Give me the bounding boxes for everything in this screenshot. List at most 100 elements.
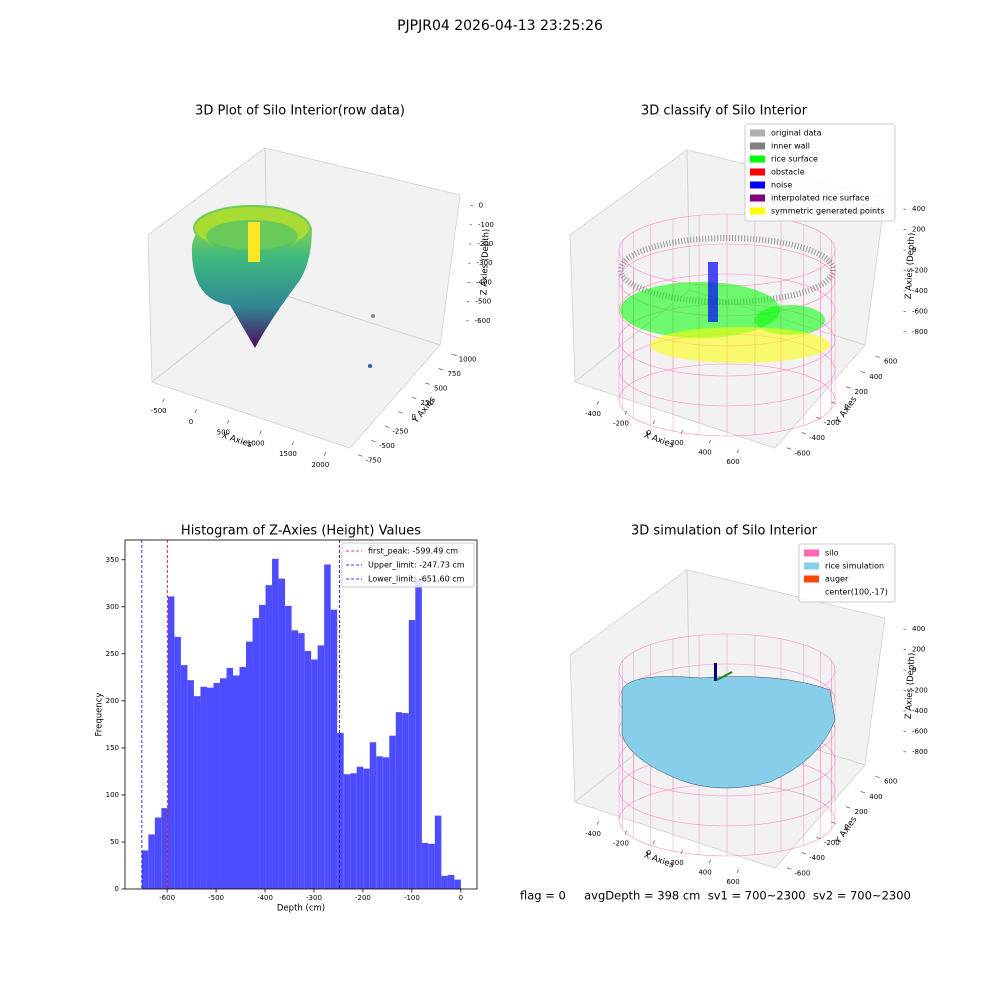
tick-mark: [259, 430, 262, 435]
tick-mark: [786, 867, 792, 870]
legend-label: center(100,-17): [825, 588, 888, 597]
bar: [317, 645, 325, 889]
tick-mark: [875, 355, 880, 358]
tick-mark: [736, 869, 739, 874]
bar: [441, 875, 448, 889]
bar: [148, 834, 155, 889]
rice-surface: [621, 676, 836, 789]
tick-label: 500: [434, 384, 447, 392]
tick-mark: [708, 439, 711, 444]
tick-label: -750: [365, 456, 381, 464]
bar: [415, 579, 422, 889]
bar: [252, 618, 260, 889]
legend-label: silo: [825, 549, 839, 558]
tick-label: 0: [479, 202, 483, 210]
bar: [265, 585, 273, 889]
outlier: [368, 364, 372, 368]
legend-swatch: [750, 181, 765, 189]
tick-mark: [680, 850, 683, 854]
tick-label: 0: [912, 666, 916, 674]
tick-label: 200: [670, 439, 683, 447]
tick-label: 600: [884, 358, 897, 366]
tick-mark: [323, 452, 327, 456]
bar: [363, 768, 370, 889]
outlier: [371, 314, 375, 318]
tick-label: 1000: [459, 356, 477, 364]
y-tick-label: 150: [106, 744, 119, 752]
tick-mark: [227, 419, 230, 424]
tick-mark: [452, 353, 457, 357]
bar: [154, 817, 162, 889]
x-tick-label: -100: [404, 894, 420, 902]
tick-label: -200: [912, 687, 928, 695]
tick-label: 0: [412, 413, 416, 421]
y-tick-label: 0: [115, 885, 119, 893]
legend-label: obstacle: [771, 168, 805, 177]
tick-label: -400: [585, 410, 601, 418]
tick-mark: [708, 859, 711, 864]
status-text: flag = 0 avgDepth = 398 cm sv1 = 700~230…: [520, 889, 911, 903]
tick-mark: [680, 430, 683, 434]
y-axis-label: Frequency: [95, 693, 105, 737]
tick-label: 0: [647, 849, 651, 857]
tick-label: -250: [392, 428, 408, 436]
tick-label: 0: [912, 246, 916, 254]
x-tick-label: -600: [159, 894, 175, 902]
tick-label: 200: [912, 226, 925, 234]
tick-label: 400: [912, 625, 925, 633]
bar: [213, 682, 220, 889]
x-tick-label: -200: [355, 894, 371, 902]
bar: [246, 641, 253, 889]
tick-label: 0: [844, 824, 848, 832]
legend-box: [341, 542, 475, 588]
legend-swatch: [750, 129, 765, 137]
legend-box: [798, 543, 896, 603]
bar: [434, 815, 442, 889]
bar: [239, 666, 247, 889]
bar: [167, 596, 175, 889]
tick-mark: [736, 449, 739, 454]
tick-label: -100: [478, 221, 494, 229]
legend-label: Upper_limit: -247.73 cm: [368, 561, 465, 570]
x-axis-label: Depth (cm): [277, 904, 325, 914]
axis-label: Z Axies (Depth): [904, 232, 917, 299]
tick-label: -600: [794, 449, 810, 457]
tick-label: -400: [476, 278, 492, 286]
bar: [161, 808, 168, 889]
tick-label: -400: [809, 854, 825, 862]
bar: [421, 842, 429, 889]
panel-title: Histogram of Z-Axies (Height) Values: [181, 524, 421, 539]
tick-label: -500: [151, 407, 167, 415]
bar: [330, 609, 338, 889]
bar: [278, 578, 286, 889]
tick-label: -200: [912, 267, 928, 275]
legend-swatch: [750, 142, 765, 150]
tick-mark: [875, 775, 880, 778]
figure-title: PJPJR04 2026-04-13 23:25:26: [397, 18, 603, 34]
tick-label: -500: [475, 298, 491, 306]
bar: [408, 619, 416, 889]
bar: [226, 667, 233, 889]
bar: [180, 665, 188, 889]
noise-points: [708, 262, 718, 322]
tick-label: 200: [912, 646, 925, 654]
tick-mark: [652, 840, 655, 845]
panel-title: 3D simulation of Silo Interior: [631, 524, 818, 539]
bar: [350, 773, 357, 889]
tick-mark: [371, 439, 376, 443]
x-tick-label: -400: [257, 894, 273, 902]
auger: [714, 663, 717, 681]
legend-box: [744, 123, 896, 222]
tick-label: 0: [844, 404, 848, 412]
bar: [141, 850, 149, 889]
legend-swatch: [750, 155, 765, 163]
tick-mark: [398, 411, 403, 414]
tick-mark: [786, 447, 792, 450]
tick-mark: [652, 420, 655, 425]
legend-label: symmetric generated points: [771, 207, 884, 216]
bar: [174, 636, 181, 889]
y-tick-label: 250: [106, 650, 119, 658]
tick-label: 400: [698, 449, 711, 457]
